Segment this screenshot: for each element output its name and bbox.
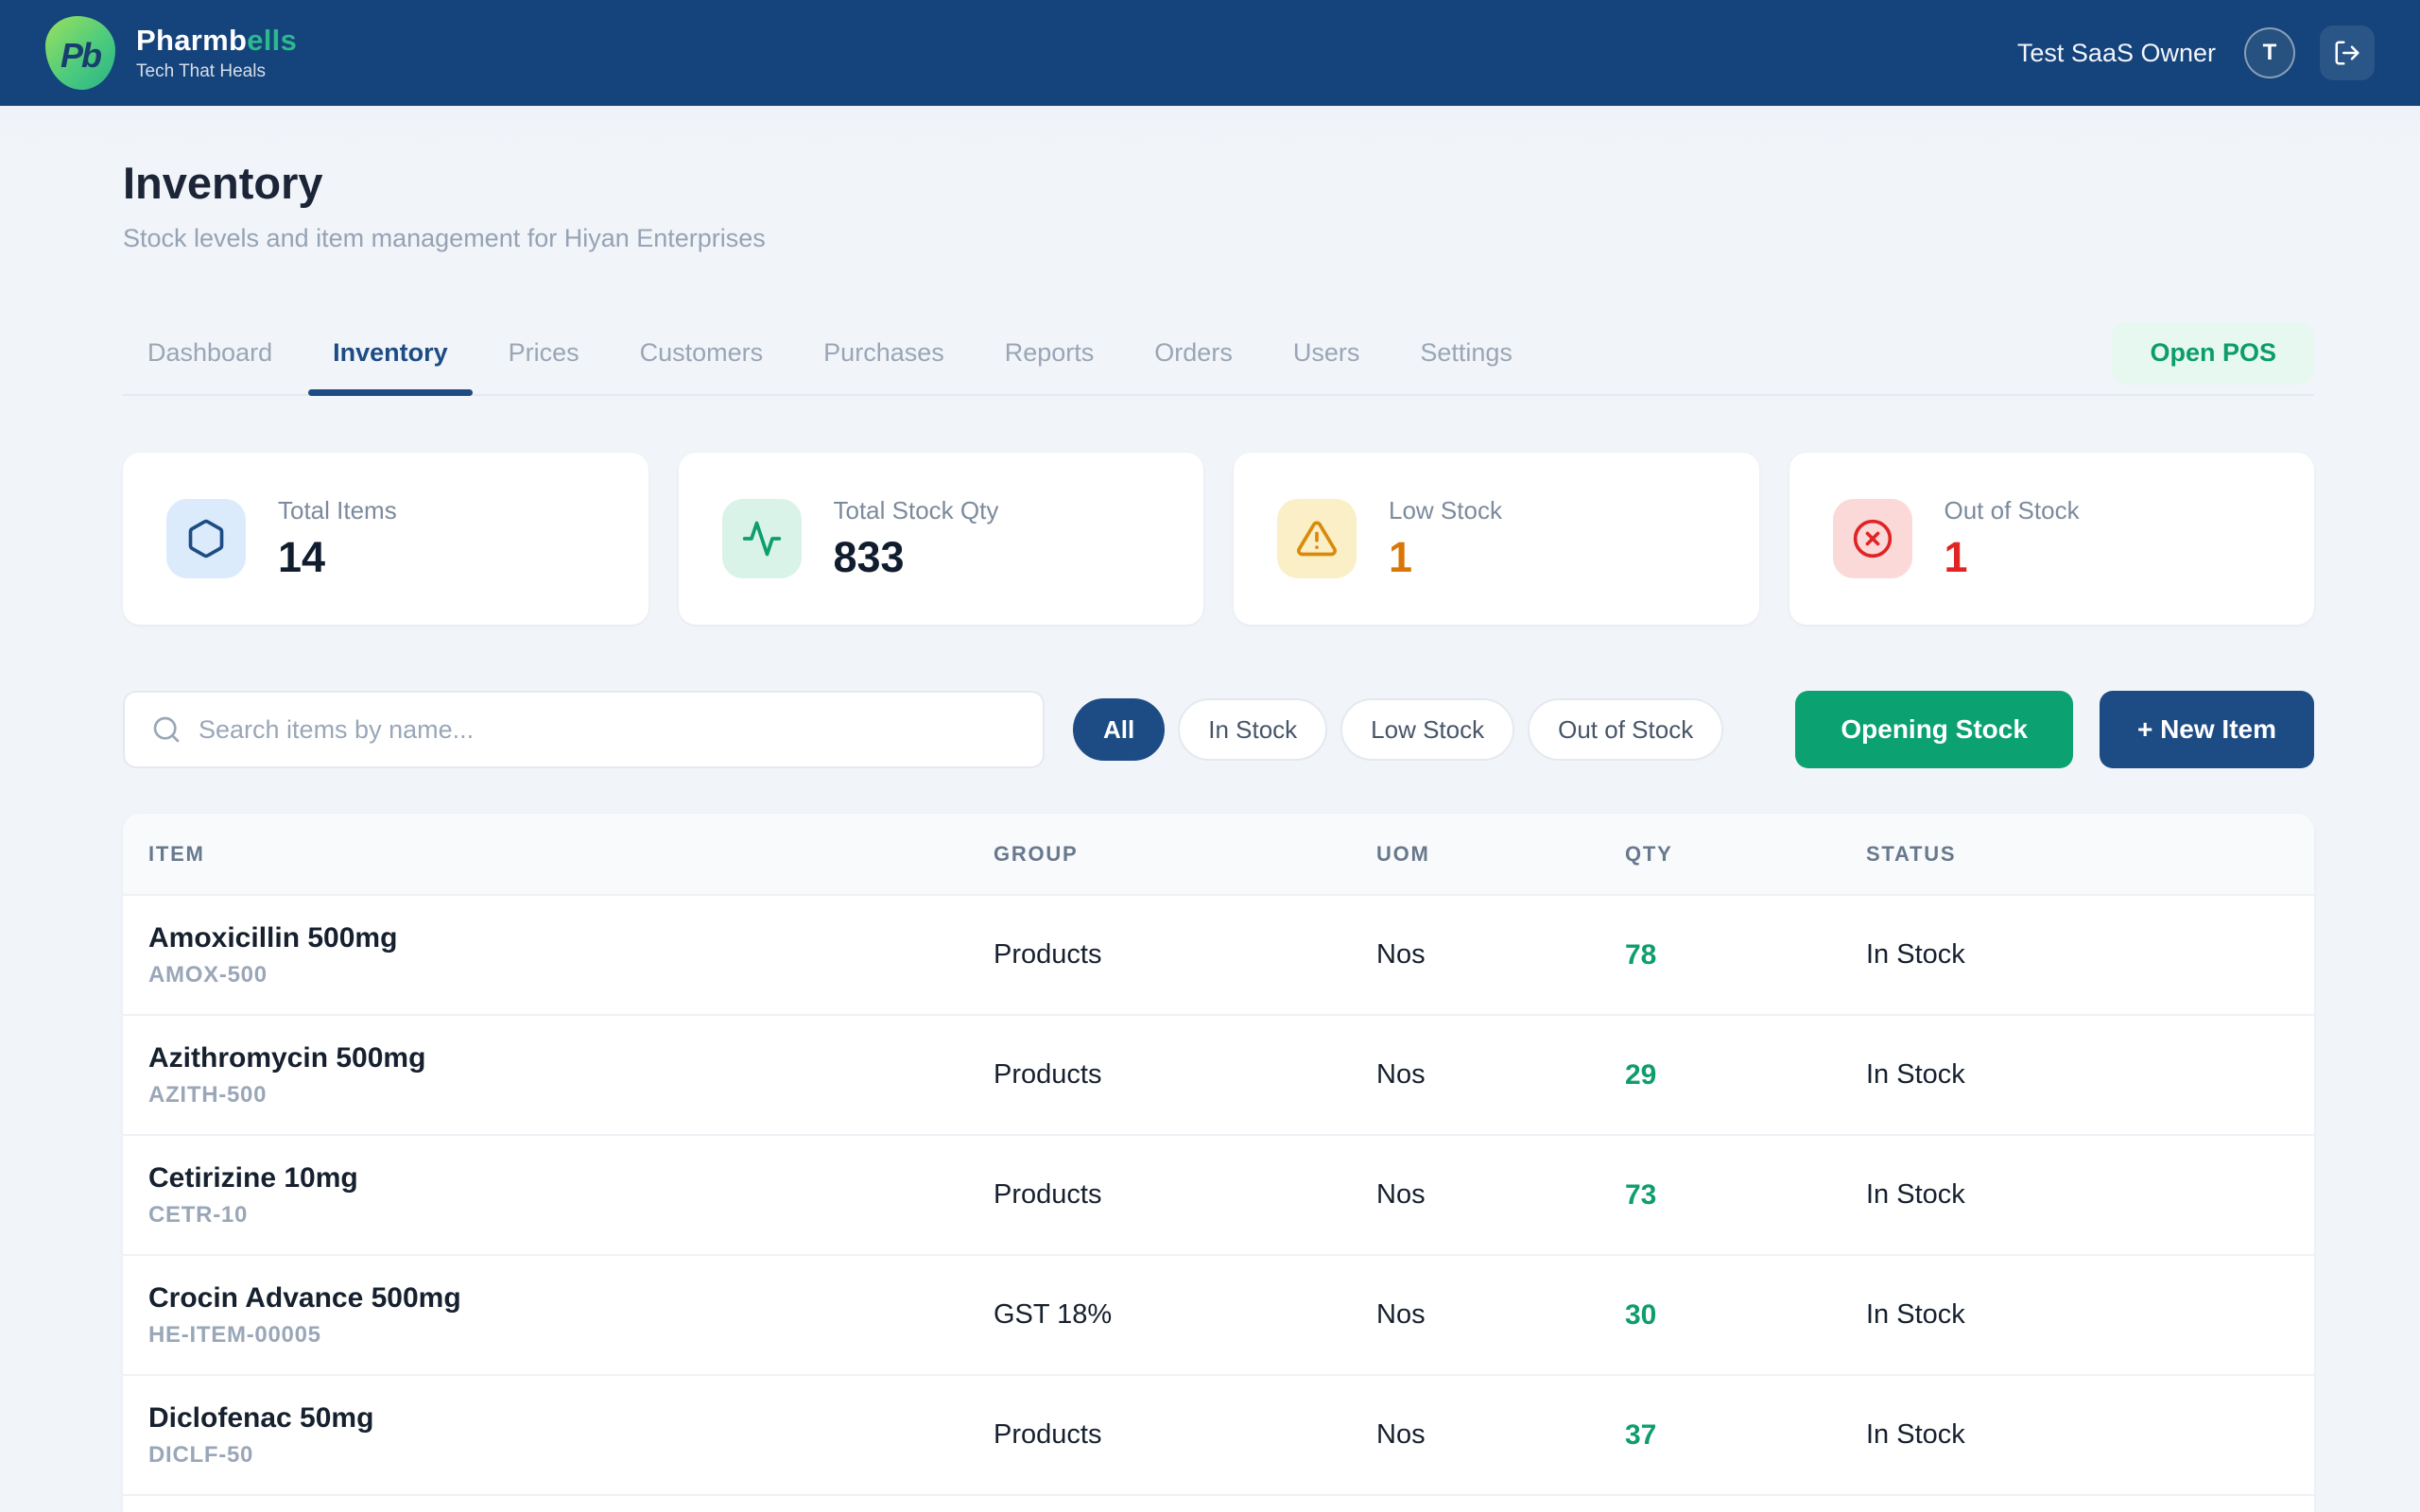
item-uom: Nos [1376, 939, 1625, 971]
table-column-header: Item [148, 842, 994, 867]
logo-monogram: Pb [60, 36, 100, 76]
tab[interactable]: Inventory [308, 321, 473, 394]
alert-triangle-icon [1296, 518, 1338, 559]
item-code: AZITH-500 [148, 1082, 994, 1108]
search-icon [151, 714, 182, 745]
avatar-initial: T [2263, 40, 2277, 66]
inventory-table: Item Group UOM Qty Status Amoxicillin 50… [123, 814, 2314, 1512]
item-group: Products [994, 1419, 1376, 1451]
user-name: Test SaaS Owner [2017, 39, 2216, 68]
item-code: HE-ITEM-00005 [148, 1322, 994, 1349]
table-column-header: UOM [1376, 842, 1625, 867]
item-group: Products [994, 1179, 1376, 1211]
page-title: Inventory [123, 157, 2314, 209]
item-group: Products [994, 1059, 1376, 1091]
filter-chips: All In Stock Low Stock Out of Stock [1073, 698, 1723, 761]
item-status: In Stock [1866, 939, 2289, 971]
item-name: Azithromycin 500mg [148, 1042, 994, 1074]
tab[interactable]: Settings [1395, 321, 1537, 394]
app-header: Pb Pharmbells Tech That Heals Test SaaS … [0, 0, 2420, 106]
table-header: Item Group UOM Qty Status [123, 814, 2314, 894]
stat-card: Total Items 14 [123, 453, 648, 625]
activity-icon [741, 518, 783, 559]
item-name: Diclofenac 50mg [148, 1402, 994, 1435]
user-avatar[interactable]: T [2244, 27, 2295, 78]
table-column-header: Qty [1625, 842, 1866, 867]
table-column-header: Status [1866, 842, 2289, 867]
tab[interactable]: Dashboard [123, 321, 297, 394]
brand: Pb Pharmbells Tech That Heals [45, 16, 297, 90]
stat-label: Total Stock Qty [834, 496, 999, 525]
tab[interactable]: Orders [1130, 321, 1257, 394]
open-pos-button[interactable]: Open POS [2112, 322, 2314, 385]
item-status: In Stock [1866, 1059, 2289, 1091]
tab[interactable]: Customers [615, 321, 788, 394]
new-item-button[interactable]: + New Item [2100, 691, 2314, 768]
item-qty: 30 [1625, 1299, 1866, 1332]
table-row[interactable]: Crocin Advance 500mg HE-ITEM-00005 GST 1… [123, 1254, 2314, 1374]
table-column-header: Group [994, 842, 1376, 867]
stat-value: 833 [834, 533, 999, 582]
table-row[interactable]: Azithromycin 500mg AZITH-500 Products No… [123, 1014, 2314, 1134]
table-row-partial [123, 1494, 2314, 1512]
tab[interactable]: Prices [484, 321, 604, 394]
stat-value: 1 [1945, 533, 2080, 582]
item-uom: Nos [1376, 1419, 1625, 1451]
logout-button[interactable] [2320, 26, 2375, 80]
tab[interactable]: Users [1269, 321, 1385, 394]
item-status: In Stock [1866, 1419, 2289, 1451]
item-group: Products [994, 939, 1376, 971]
table-row[interactable]: Cetirizine 10mg CETR-10 Products Nos 73 … [123, 1134, 2314, 1254]
item-qty: 78 [1625, 939, 1866, 971]
item-code: CETR-10 [148, 1202, 994, 1228]
stat-label: Low Stock [1389, 496, 1502, 525]
filter-chip[interactable]: All [1073, 698, 1165, 761]
stat-value: 14 [278, 533, 397, 582]
stat-value: 1 [1389, 533, 1502, 582]
filter-row: All In Stock Low Stock Out of Stock Open… [123, 691, 2314, 768]
item-group: GST 18% [994, 1299, 1376, 1331]
filter-chip[interactable]: Out of Stock [1528, 698, 1723, 761]
stat-card: Out of Stock 1 [1789, 453, 2315, 625]
page-subtitle: Stock levels and item management for Hiy… [123, 224, 2314, 253]
stat-label: Out of Stock [1945, 496, 2080, 525]
table-body: Amoxicillin 500mg AMOX-500 Products Nos … [123, 894, 2314, 1494]
item-name: Crocin Advance 500mg [148, 1282, 994, 1314]
brand-logo: Pb [45, 16, 115, 90]
item-name: Cetirizine 10mg [148, 1162, 994, 1194]
tab[interactable]: Reports [980, 321, 1119, 394]
opening-stock-button[interactable]: Opening Stock [1795, 691, 2073, 768]
filter-chip[interactable]: Low Stock [1340, 698, 1514, 761]
item-code: DICLF-50 [148, 1442, 994, 1469]
item-uom: Nos [1376, 1299, 1625, 1331]
item-name: Amoxicillin 500mg [148, 922, 994, 954]
stat-card: Low Stock 1 [1234, 453, 1759, 625]
item-uom: Nos [1376, 1059, 1625, 1091]
tab[interactable]: Purchases [799, 321, 969, 394]
logout-icon [2333, 39, 2361, 67]
stat-label: Total Items [278, 496, 397, 525]
table-row[interactable]: Amoxicillin 500mg AMOX-500 Products Nos … [123, 894, 2314, 1014]
filter-chip[interactable]: In Stock [1178, 698, 1327, 761]
brand-name: Pharmbells [136, 24, 297, 58]
item-qty: 29 [1625, 1059, 1866, 1091]
package-icon [185, 518, 227, 559]
search-input[interactable] [199, 715, 1016, 745]
item-status: In Stock [1866, 1299, 2289, 1331]
stat-card: Total Stock Qty 833 [679, 453, 1204, 625]
x-circle-icon [1852, 518, 1893, 559]
stat-cards: Total Items 14 Total Stock Qty 833 [123, 453, 2314, 625]
table-row[interactable]: Diclofenac 50mg DICLF-50 Products Nos 37… [123, 1374, 2314, 1494]
item-status: In Stock [1866, 1179, 2289, 1211]
brand-tagline: Tech That Heals [136, 61, 297, 82]
main-content: Inventory Stock levels and item manageme… [0, 157, 2420, 1512]
search-box [123, 691, 1045, 768]
item-code: AMOX-500 [148, 962, 994, 988]
tab-bar: Dashboard Inventory Prices Customers Pur… [123, 321, 2314, 396]
item-uom: Nos [1376, 1179, 1625, 1211]
item-qty: 73 [1625, 1179, 1866, 1211]
item-qty: 37 [1625, 1419, 1866, 1452]
tab-list: Dashboard Inventory Prices Customers Pur… [123, 321, 1548, 394]
